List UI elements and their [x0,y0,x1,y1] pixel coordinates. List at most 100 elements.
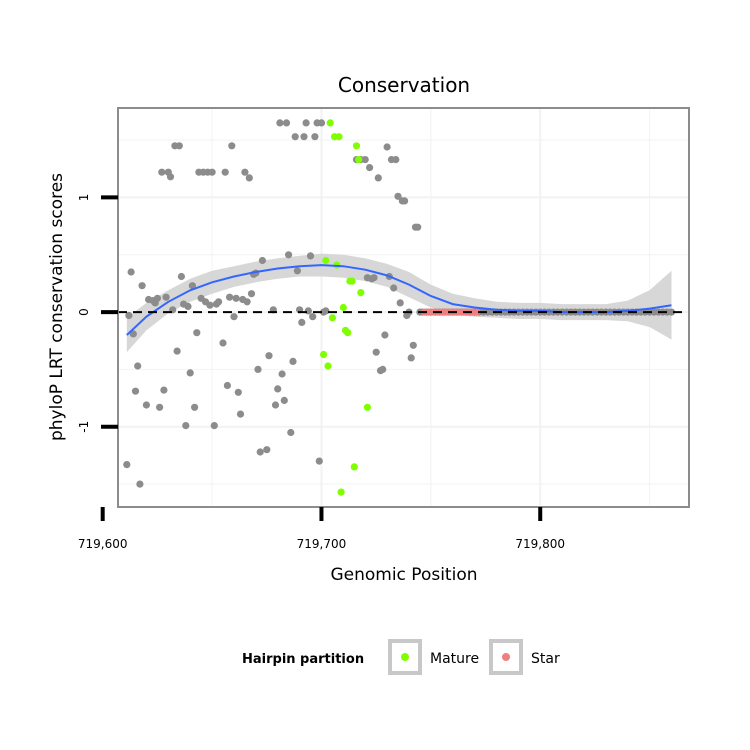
data-point [219,339,227,347]
data-point [370,274,378,282]
data-point [394,192,402,200]
data-point [223,381,231,390]
x-tick-label: 719,800 [515,537,565,551]
data-point [191,403,199,411]
data-point [379,365,387,373]
data-point [289,357,297,365]
confidence-band [126,253,672,353]
data-point [256,448,264,456]
data-point [320,350,328,359]
data-point [241,168,249,176]
legend-swatch-star [502,653,510,661]
data-point [226,293,234,301]
data-point [324,362,332,370]
y-axis-title: phyloP LRT conservation scores [47,173,67,441]
data-point [138,282,146,290]
legend-swatch-mature [401,653,409,661]
data-point [355,156,363,164]
data-point [228,142,236,150]
data-point [361,156,369,164]
data-point [396,299,404,307]
data-point [134,362,142,370]
data-point [322,256,330,265]
data-point [208,168,216,176]
data-point [131,387,140,395]
data-point [234,388,242,396]
data-point [230,313,238,321]
data-point [409,341,417,349]
legend-label-mature: Mature [430,651,479,667]
y-tick-label: 0 [77,308,91,316]
data-point [129,330,137,338]
data-point [374,174,382,182]
data-point [339,303,347,312]
data-point [667,308,676,316]
data-point [407,354,415,362]
data-point [317,119,326,127]
data-point [282,119,291,127]
legend-title: Hairpin partition [242,652,364,667]
data-point [322,307,330,315]
data-point [136,480,144,488]
data-point [298,318,306,326]
data-point [311,133,319,141]
data-point [315,457,323,465]
data-point [381,331,389,339]
data-point [184,302,192,310]
data-point [153,294,161,302]
data-point [173,347,181,355]
data-point [328,314,336,322]
data-point [206,301,214,309]
data-point [291,133,299,141]
data-point [127,268,135,276]
data-point [193,329,201,337]
x-tick-label: 719,600 [78,537,128,551]
series-mature [320,119,371,496]
data-point [401,197,409,205]
data-point [372,348,380,356]
data-point [335,133,343,141]
data-point [162,293,170,301]
data-point [186,369,194,377]
data-point [274,385,282,393]
data-point [300,133,308,141]
data-point [125,311,133,320]
data-point [293,267,301,275]
y-tick-label: 1 [77,194,91,202]
data-point [357,289,365,297]
data-point [352,142,361,150]
legend: Hairpin partition Mature Star [242,639,560,675]
data-point [210,422,218,430]
data-point [285,251,293,259]
data-point [182,422,190,430]
data-point [188,282,196,290]
data-point [243,298,251,306]
data-point [304,307,312,315]
data-point [175,142,183,150]
data-point [344,329,352,337]
data-point [366,164,374,172]
data-point [177,272,185,281]
data-point [258,256,266,265]
x-axis-title: Genomic Position [330,565,477,585]
data-point [309,313,317,321]
data-point [280,396,288,404]
data-point [215,298,223,306]
data-point [123,461,131,469]
data-point [156,403,164,411]
data-point [302,119,310,127]
data-point [160,386,168,394]
data-point [254,365,262,373]
legend-label-star: Star [531,651,560,667]
data-point [337,488,345,496]
data-point [363,403,371,411]
data-point [326,119,334,127]
panel-border [117,107,690,508]
y-tick-label: -1 [77,421,91,433]
data-point [263,446,271,454]
data-point [278,370,286,378]
data-point [390,284,398,292]
data-point [276,119,284,127]
data-point [350,463,358,471]
